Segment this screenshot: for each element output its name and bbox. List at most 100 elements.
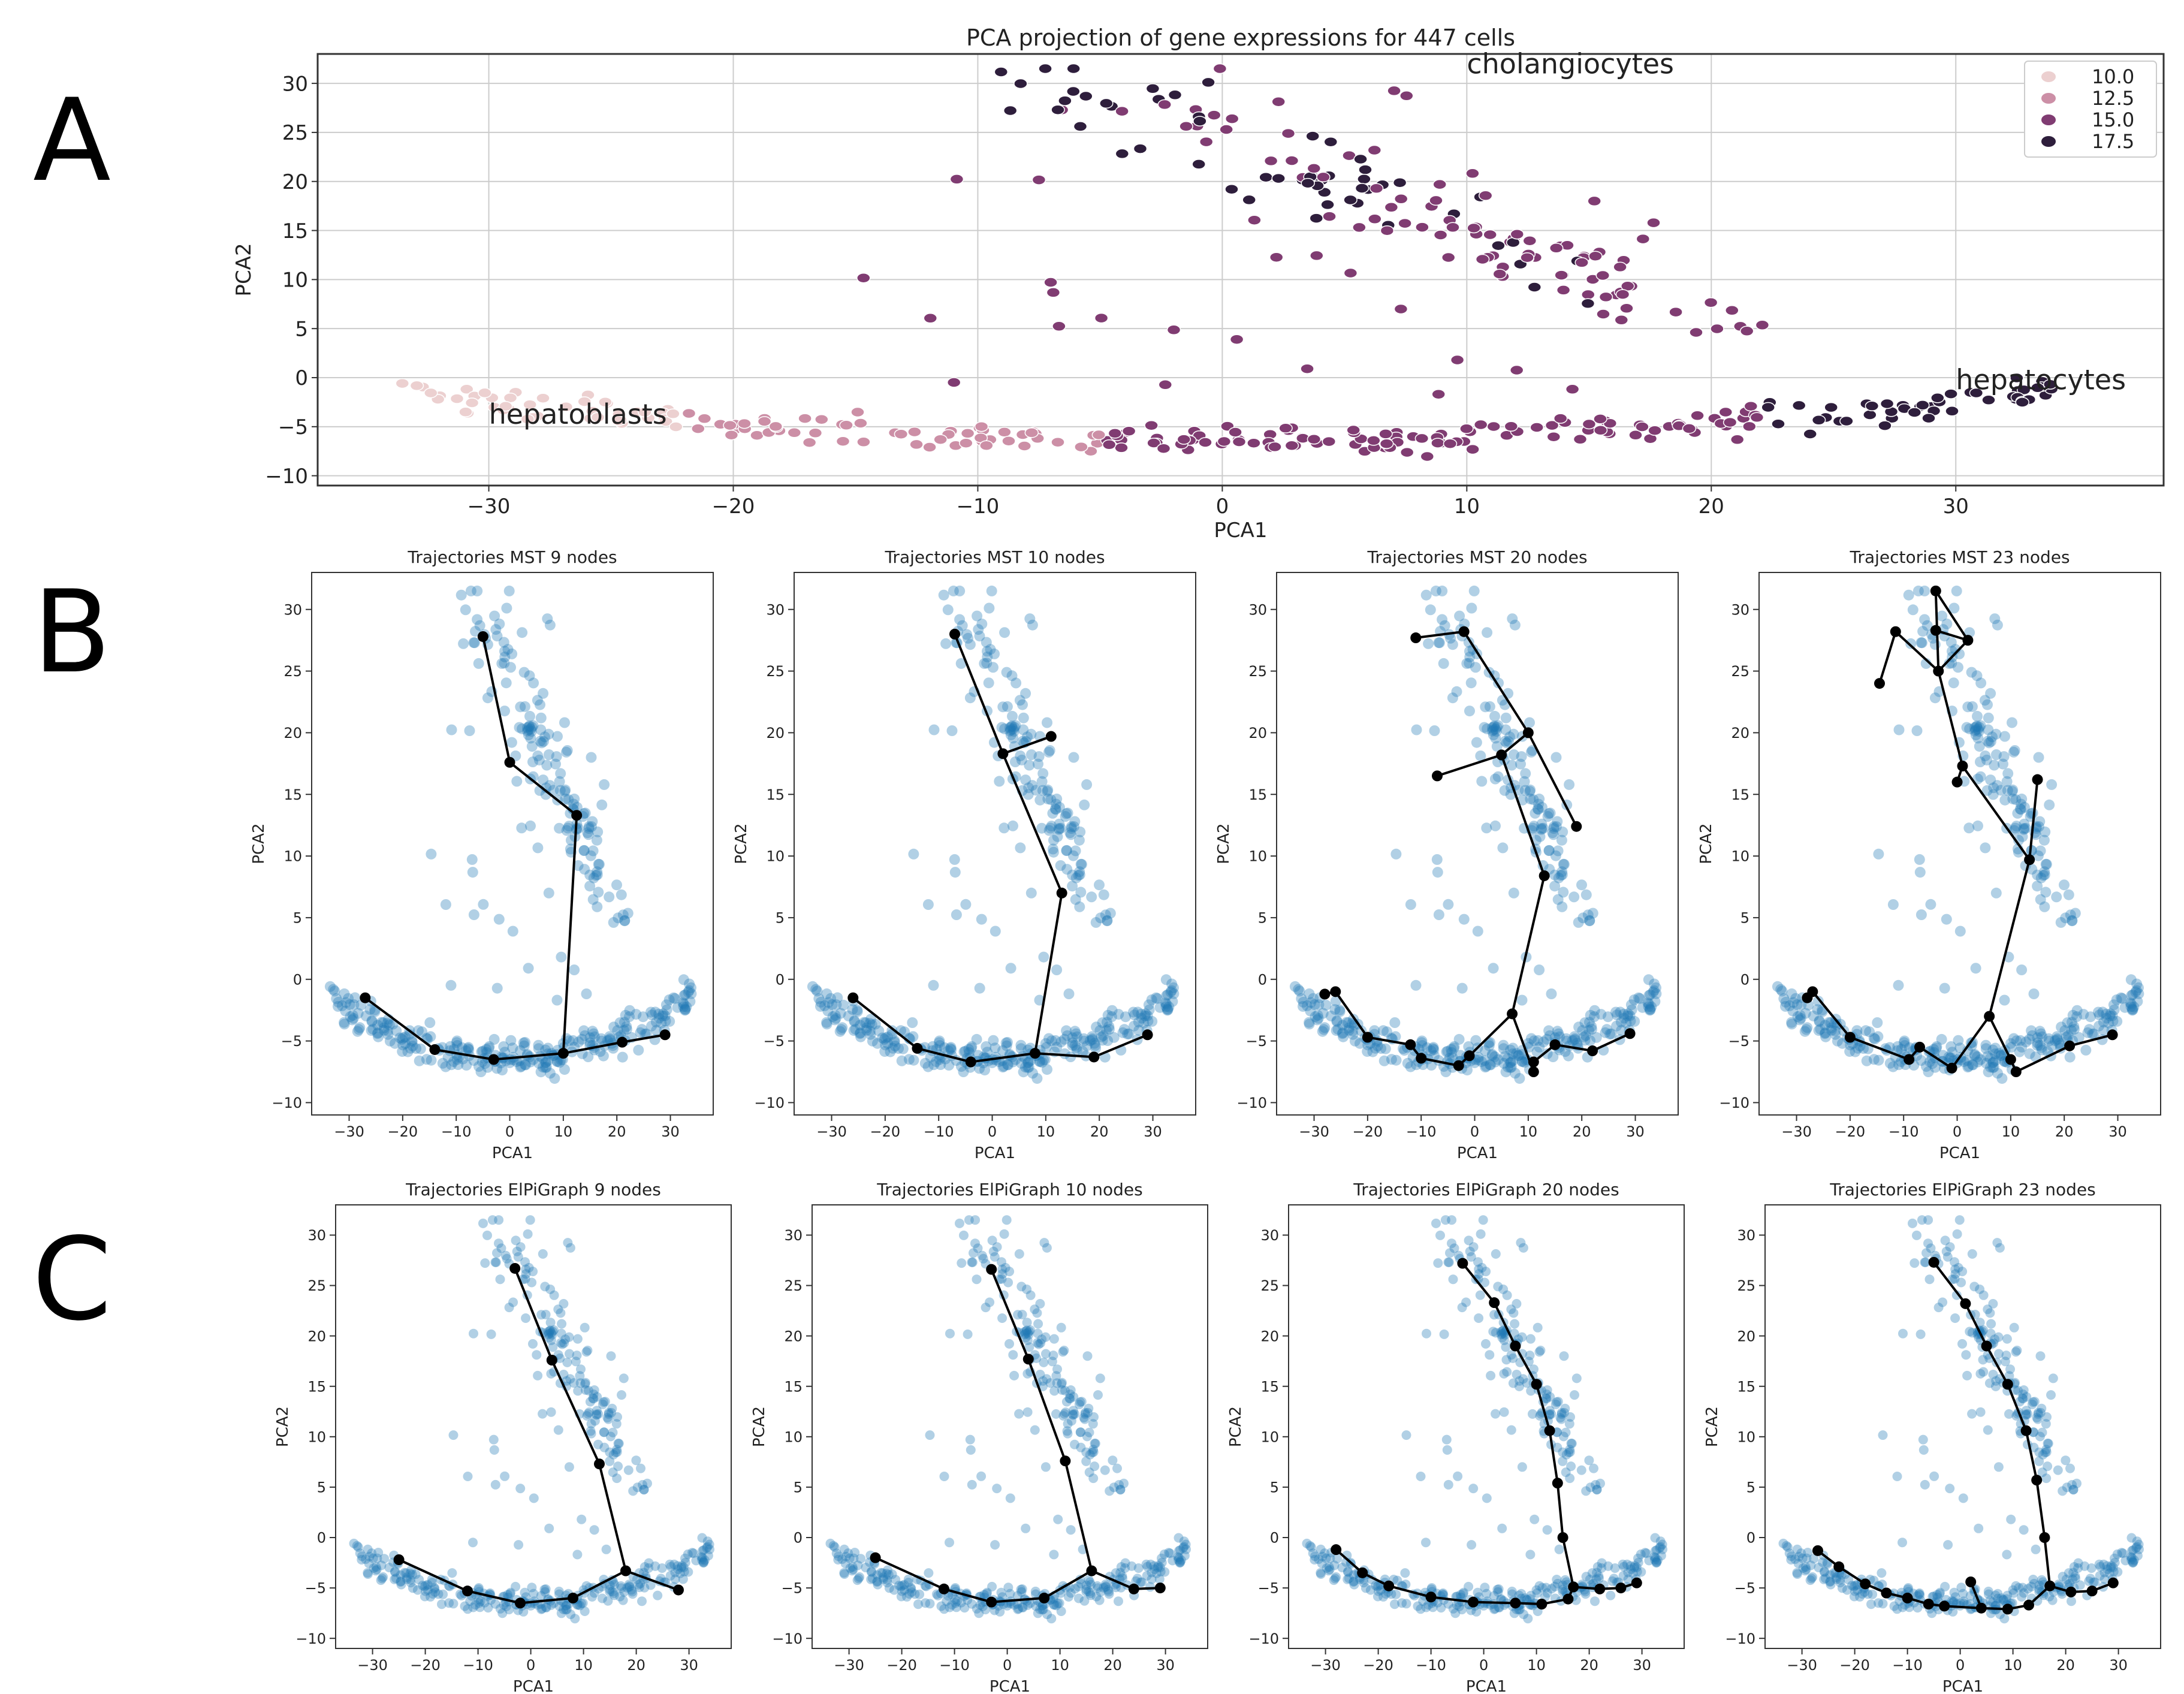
cell-point — [1453, 1471, 1463, 1481]
cell-point — [473, 1594, 484, 1605]
cell-point — [966, 1042, 977, 1054]
cell-point — [1349, 1577, 1359, 1587]
cell-point — [1456, 1590, 1465, 1600]
cell-point — [559, 1370, 569, 1379]
cell-point — [1475, 254, 1490, 265]
trajectory-node — [1946, 1062, 1957, 1074]
cell-point — [1508, 728, 1519, 740]
x-tick-label: 20 — [1573, 1123, 1591, 1140]
cell-point — [1953, 1035, 1964, 1046]
cell-point — [586, 1419, 596, 1429]
cell-point — [633, 1044, 644, 1056]
cell-point — [1133, 1017, 1144, 1028]
trajectory-node — [1425, 1591, 1437, 1603]
cell-point — [372, 1027, 384, 1038]
cell-point — [687, 1548, 697, 1558]
cell-point — [1078, 1035, 1090, 1047]
cell-point — [1434, 637, 1445, 649]
y-tick-label: 30 — [1260, 1227, 1279, 1244]
cell-point — [482, 1062, 493, 1073]
cell-point — [607, 1587, 617, 1597]
cell-point — [1380, 1043, 1391, 1054]
cell-point — [1981, 785, 1993, 796]
cell-point — [1616, 1024, 1627, 1036]
x-tick-label: −10 — [1892, 1657, 1923, 1674]
cell-point — [1887, 1061, 1899, 1072]
cell-point — [2035, 1028, 2047, 1039]
trajectory-edge — [1462, 631, 1530, 734]
cell-point — [1972, 733, 1984, 744]
x-tick-label: 10 — [1527, 1657, 1546, 1674]
cell-point — [490, 1257, 500, 1267]
cell-point — [2028, 988, 2040, 999]
cell-point — [1566, 1439, 1576, 1448]
cell-point — [556, 1338, 566, 1348]
cell-point — [545, 1284, 556, 1294]
cell-point — [2090, 1577, 2100, 1587]
cell-point — [463, 1042, 474, 1053]
cell-point — [1046, 821, 1057, 832]
cell-point — [1546, 988, 1557, 999]
x-tick-label: −20 — [1839, 1657, 1870, 1674]
cell-point — [1389, 1017, 1401, 1028]
cell-point — [1313, 1012, 1324, 1024]
cell-point — [1035, 1299, 1045, 1309]
cell-point — [1912, 585, 1924, 596]
cell-point — [2039, 866, 2050, 878]
cell-point — [586, 821, 597, 832]
cell-point — [1312, 1009, 1323, 1021]
cell-point — [1570, 1390, 1579, 1400]
cell-point — [1646, 217, 1661, 228]
cell-point — [873, 1580, 883, 1590]
cell-point — [1918, 1434, 1928, 1445]
cell-point — [473, 658, 484, 669]
cell-point — [1800, 1008, 1811, 1019]
trajectory-edge — [1002, 735, 1052, 755]
cell-point — [2001, 776, 2013, 787]
cell-point — [1298, 1000, 1308, 1012]
cell-point — [1998, 751, 2010, 762]
cell-point — [1105, 908, 1116, 919]
cell-point — [634, 1580, 644, 1590]
cell-point — [1001, 1059, 1013, 1071]
cell-point — [1490, 1056, 1501, 1068]
cell-point — [589, 1031, 601, 1042]
cell-point — [1163, 1001, 1175, 1012]
cell-point — [1136, 1008, 1147, 1020]
cell-point — [1899, 1037, 1910, 1048]
cell-point — [551, 1056, 563, 1067]
cell-point — [1635, 421, 1649, 432]
cell-point — [1553, 413, 1568, 424]
cell-point — [1520, 252, 1534, 263]
cell-point — [1478, 190, 1493, 201]
cell-point — [1086, 891, 1097, 903]
cell-point — [1503, 1062, 1513, 1073]
cell-point — [1621, 1017, 1632, 1029]
cell-point — [605, 1456, 615, 1466]
trajectory-edge — [1367, 1036, 1411, 1046]
cell-point — [521, 1269, 531, 1279]
cell-point — [1017, 1310, 1027, 1319]
cell-point — [843, 1010, 854, 1021]
cell-point — [1554, 270, 1568, 281]
cell-point — [1102, 1009, 1114, 1021]
trajectory-node — [1587, 1045, 1598, 1057]
cell-point — [698, 1557, 708, 1567]
cell-point — [903, 1574, 913, 1584]
cell-point — [948, 585, 959, 596]
cell-point — [371, 1562, 381, 1572]
cell-point — [1548, 823, 1559, 834]
trajectory-node — [1874, 678, 1885, 689]
legend-box — [2024, 61, 2157, 158]
cell-point — [894, 429, 909, 439]
cell-point — [1091, 1591, 1102, 1602]
cell-point — [1980, 842, 1991, 854]
cell-point — [366, 1025, 377, 1036]
cell-point — [1446, 1044, 1457, 1055]
cell-point — [533, 754, 545, 765]
cell-point — [757, 416, 772, 427]
cell-point — [1042, 786, 1053, 797]
cell-point — [1100, 909, 1111, 921]
cell-point — [589, 1588, 599, 1598]
cell-point — [1969, 722, 1980, 733]
